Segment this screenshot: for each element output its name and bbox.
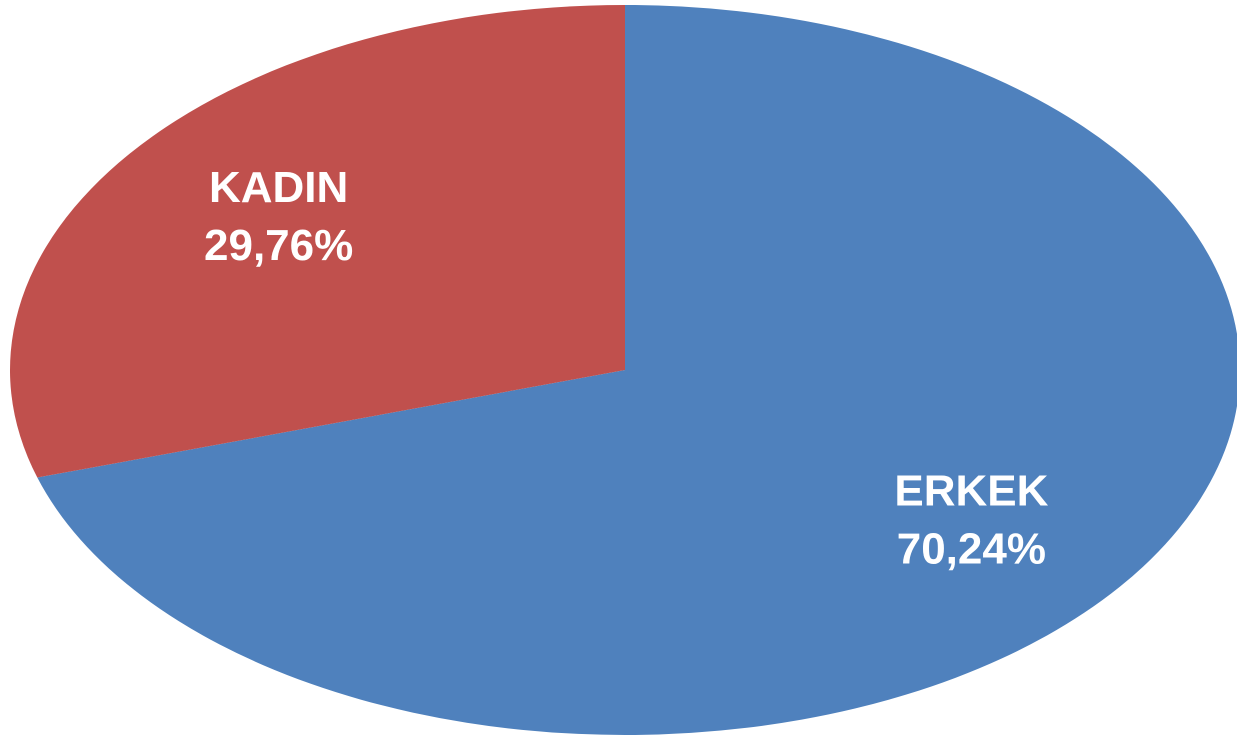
pie-slice [9,5,625,478]
pie-slice [37,5,1237,735]
slice-value-label: 70,24% [897,524,1046,573]
slice-value-label: 29,76% [204,221,353,270]
slice-category-label: KADIN [209,163,348,212]
slice-category-label: ERKEK [894,466,1048,515]
